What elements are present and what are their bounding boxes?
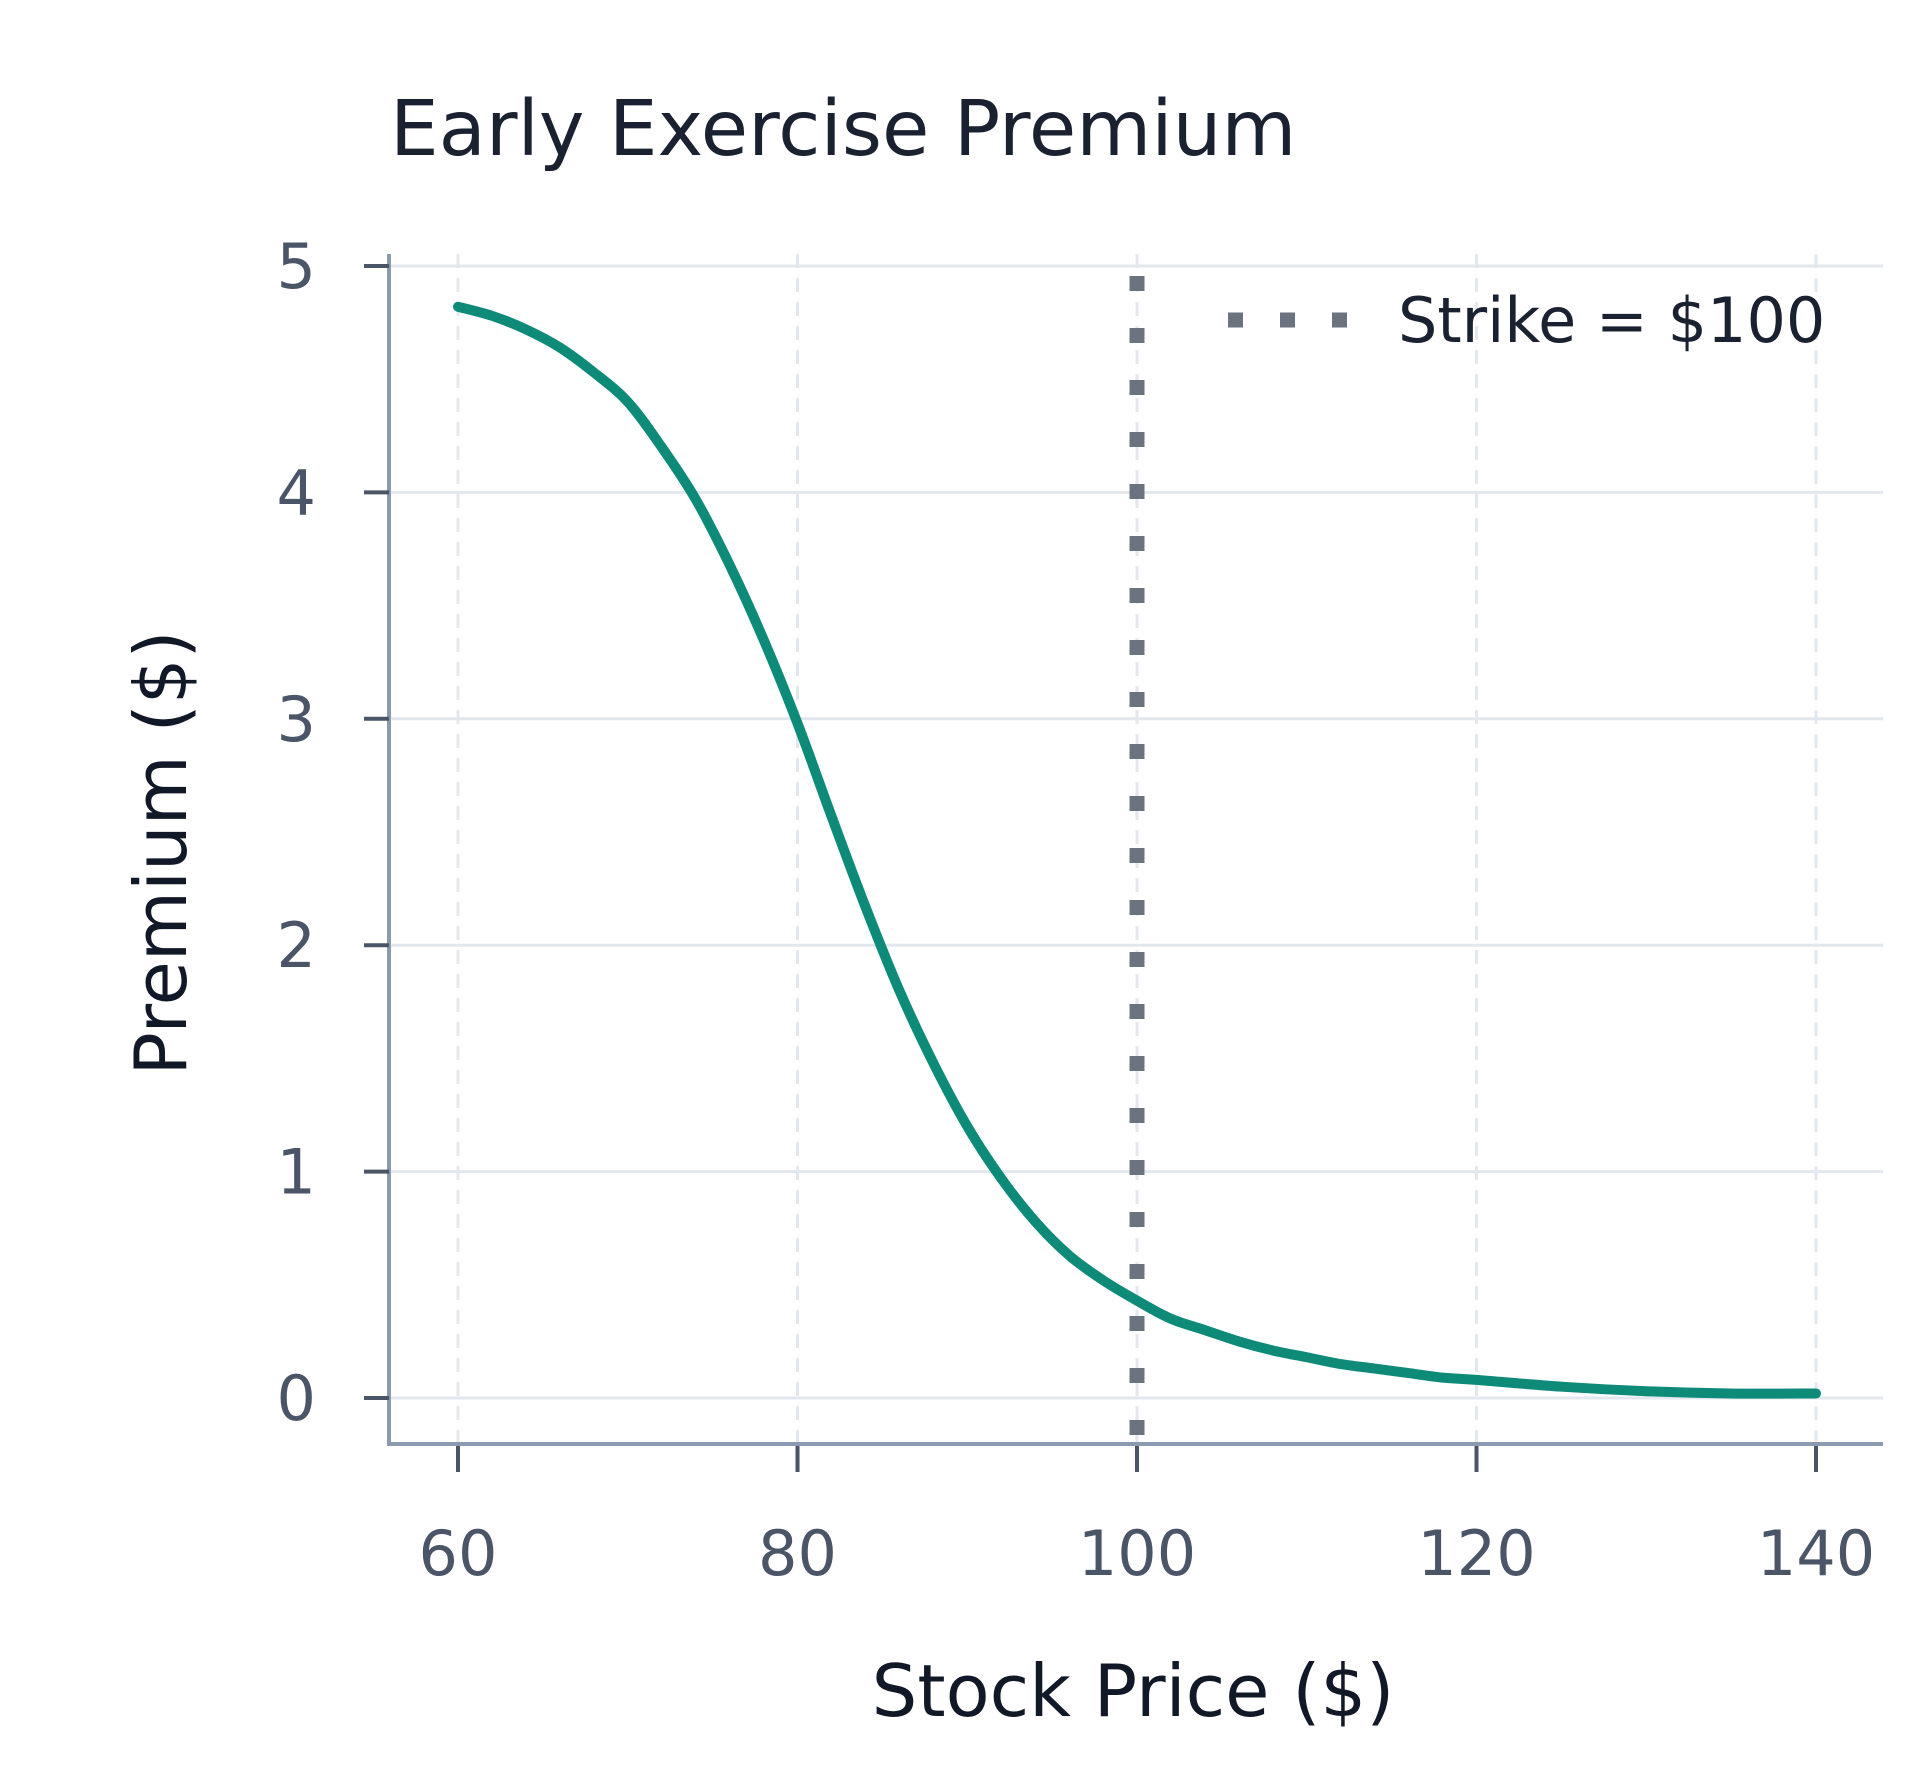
x-tick-label: 60 xyxy=(419,1517,498,1590)
y-tick-label: 5 xyxy=(277,230,316,303)
y-tick-label: 0 xyxy=(277,1362,316,1435)
y-ticks: 0 1 2 3 4 5 xyxy=(277,230,389,1435)
axes xyxy=(387,254,1883,1446)
x-axis-label: Stock Price ($) xyxy=(872,1649,1395,1733)
chart-title: Early Exercise Premium xyxy=(390,85,1296,174)
legend: Strike = $100 xyxy=(1228,284,1825,357)
series-group xyxy=(453,301,1821,1399)
x-tick-label: 80 xyxy=(758,1517,837,1590)
series-line-premium xyxy=(453,301,1821,1399)
x-ticks: 60 80 100 120 140 xyxy=(419,1446,1875,1590)
y-tick-label: 2 xyxy=(277,909,316,982)
x-tick-label: 100 xyxy=(1078,1517,1196,1590)
legend-label-strike: Strike = $100 xyxy=(1398,284,1825,357)
y-tick-label: 1 xyxy=(277,1136,316,1209)
y-axis-label: Premium ($) xyxy=(119,630,203,1075)
y-tick-label: 4 xyxy=(277,456,316,529)
y-tick-label: 3 xyxy=(277,683,316,756)
x-tick-label: 120 xyxy=(1417,1517,1535,1590)
x-tick-label: 140 xyxy=(1757,1517,1875,1590)
